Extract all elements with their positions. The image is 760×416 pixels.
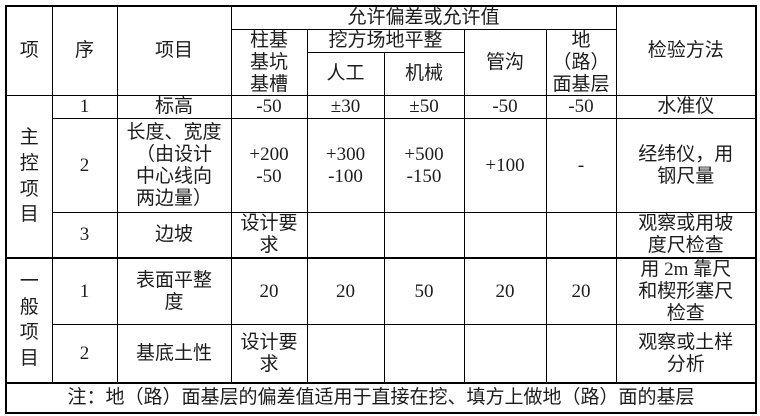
- col-header-project: 项目: [116, 5, 232, 97]
- cell-project: 基底土性: [116, 324, 232, 384]
- cell-ground: [545, 324, 617, 384]
- cell-mechanical: 50: [383, 256, 465, 326]
- table-footnote: 注：地（路）面基层的偏差值适用于直接在挖、填方上做地（路）面的基层: [5, 381, 757, 414]
- cell-pit: -50: [230, 95, 308, 120]
- cell-mechanical: [383, 212, 465, 259]
- section-label-text: 主控项目: [19, 127, 39, 226]
- col-header-pit: 柱基 基坑 基槽: [230, 28, 308, 97]
- cell-project: 表面平整 度: [116, 256, 232, 326]
- cell-method: 用 2m 靠尺 和楔形塞尺 检查: [615, 256, 757, 326]
- header-row-2: 柱基 基坑 基槽 挖方场地平整 管沟 地（路） 面基层: [6, 28, 756, 97]
- cell-ground: -50: [545, 95, 617, 120]
- table-row: 主控项目 1 标高 -50 ±30 ±50 -50 -50 水准仪: [5, 95, 757, 259]
- cell-trench: +100: [463, 118, 547, 214]
- section-label-general: 一般项目: [5, 256, 53, 384]
- cell-project: 长度、宽度 （由设计 中心线向 两边量）: [116, 118, 232, 214]
- col-header-item: 项: [5, 5, 53, 97]
- cell-ground: -: [545, 118, 617, 214]
- header-row-1: 项 序 项目 允许偏差或允许值 检验方法: [5, 5, 757, 97]
- cell-manual: 20: [306, 256, 385, 326]
- cell-project: 边坡: [116, 212, 232, 259]
- col-header-manual: 人工: [306, 52, 385, 97]
- col-header-seq: 序: [51, 5, 118, 97]
- cell-mechanical: [383, 324, 465, 384]
- cell-method: 观察或土样 分析: [615, 324, 757, 384]
- cell-trench: [463, 212, 547, 259]
- table-row: 一般项目 1 表面平整 度 20 20 50 20 20 用 2m 靠尺 和楔形…: [5, 256, 757, 384]
- section-label-main-control: 主控项目: [5, 95, 53, 259]
- cell-mechanical: +500 -150: [383, 118, 465, 214]
- cell-seq: 2: [51, 118, 118, 214]
- table-row: 2 基底土性 设计要 求 观察或土样 分析: [6, 324, 757, 384]
- col-header-tolerance-group: 允许偏差或允许值: [230, 5, 617, 30]
- col-header-excavation-group: 挖方场地平整: [306, 28, 465, 54]
- cell-project: 标高: [116, 95, 232, 120]
- cell-pit: 设计要 求: [230, 324, 308, 384]
- col-header-method: 检验方法: [615, 5, 757, 97]
- cell-pit: 20: [230, 256, 308, 326]
- cell-manual: [306, 212, 385, 259]
- col-header-ground: 地（路） 面基层: [545, 28, 617, 97]
- cell-seq: 1: [51, 95, 118, 120]
- header-row-3: 人工 机械: [6, 52, 756, 97]
- cell-seq: 2: [51, 324, 118, 384]
- cell-seq: 3: [51, 212, 118, 259]
- cell-manual: [306, 324, 385, 384]
- cell-trench: [463, 324, 547, 384]
- cell-ground: [545, 212, 617, 259]
- cell-pit: +200 -50: [230, 118, 308, 214]
- cell-method: 观察或用坡 度尺检查: [615, 212, 757, 259]
- cell-seq: 1: [51, 256, 118, 326]
- tolerance-table: 项 序 项目 允许偏差或允许值 检验方法 柱基 基坑 基槽 挖方场地平整 管沟 …: [5, 5, 758, 414]
- cell-pit: 设计要 求: [230, 212, 308, 259]
- cell-trench: 20: [463, 256, 547, 326]
- cell-manual: +300 -100: [306, 118, 385, 214]
- col-header-trench: 管沟: [463, 28, 547, 97]
- note-row: 注：地（路）面基层的偏差值适用于直接在挖、填方上做地（路）面的基层: [5, 381, 757, 414]
- section-label-text: 一般项目: [19, 271, 39, 370]
- table-row: 2 长度、宽度 （由设计 中心线向 两边量） +200 -50 +300 -10…: [6, 118, 757, 214]
- cell-method: 水准仪: [615, 95, 757, 120]
- col-header-mechanical: 机械: [383, 52, 465, 97]
- cell-mechanical: ±50: [383, 95, 465, 120]
- table-row: 3 边坡 设计要 求 观察或用坡 度尺检查: [6, 212, 757, 259]
- cell-manual: ±30: [306, 95, 385, 120]
- cell-method: 经纬仪，用 钢尺量: [615, 118, 757, 214]
- cell-ground: 20: [545, 256, 617, 326]
- cell-trench: -50: [463, 95, 547, 120]
